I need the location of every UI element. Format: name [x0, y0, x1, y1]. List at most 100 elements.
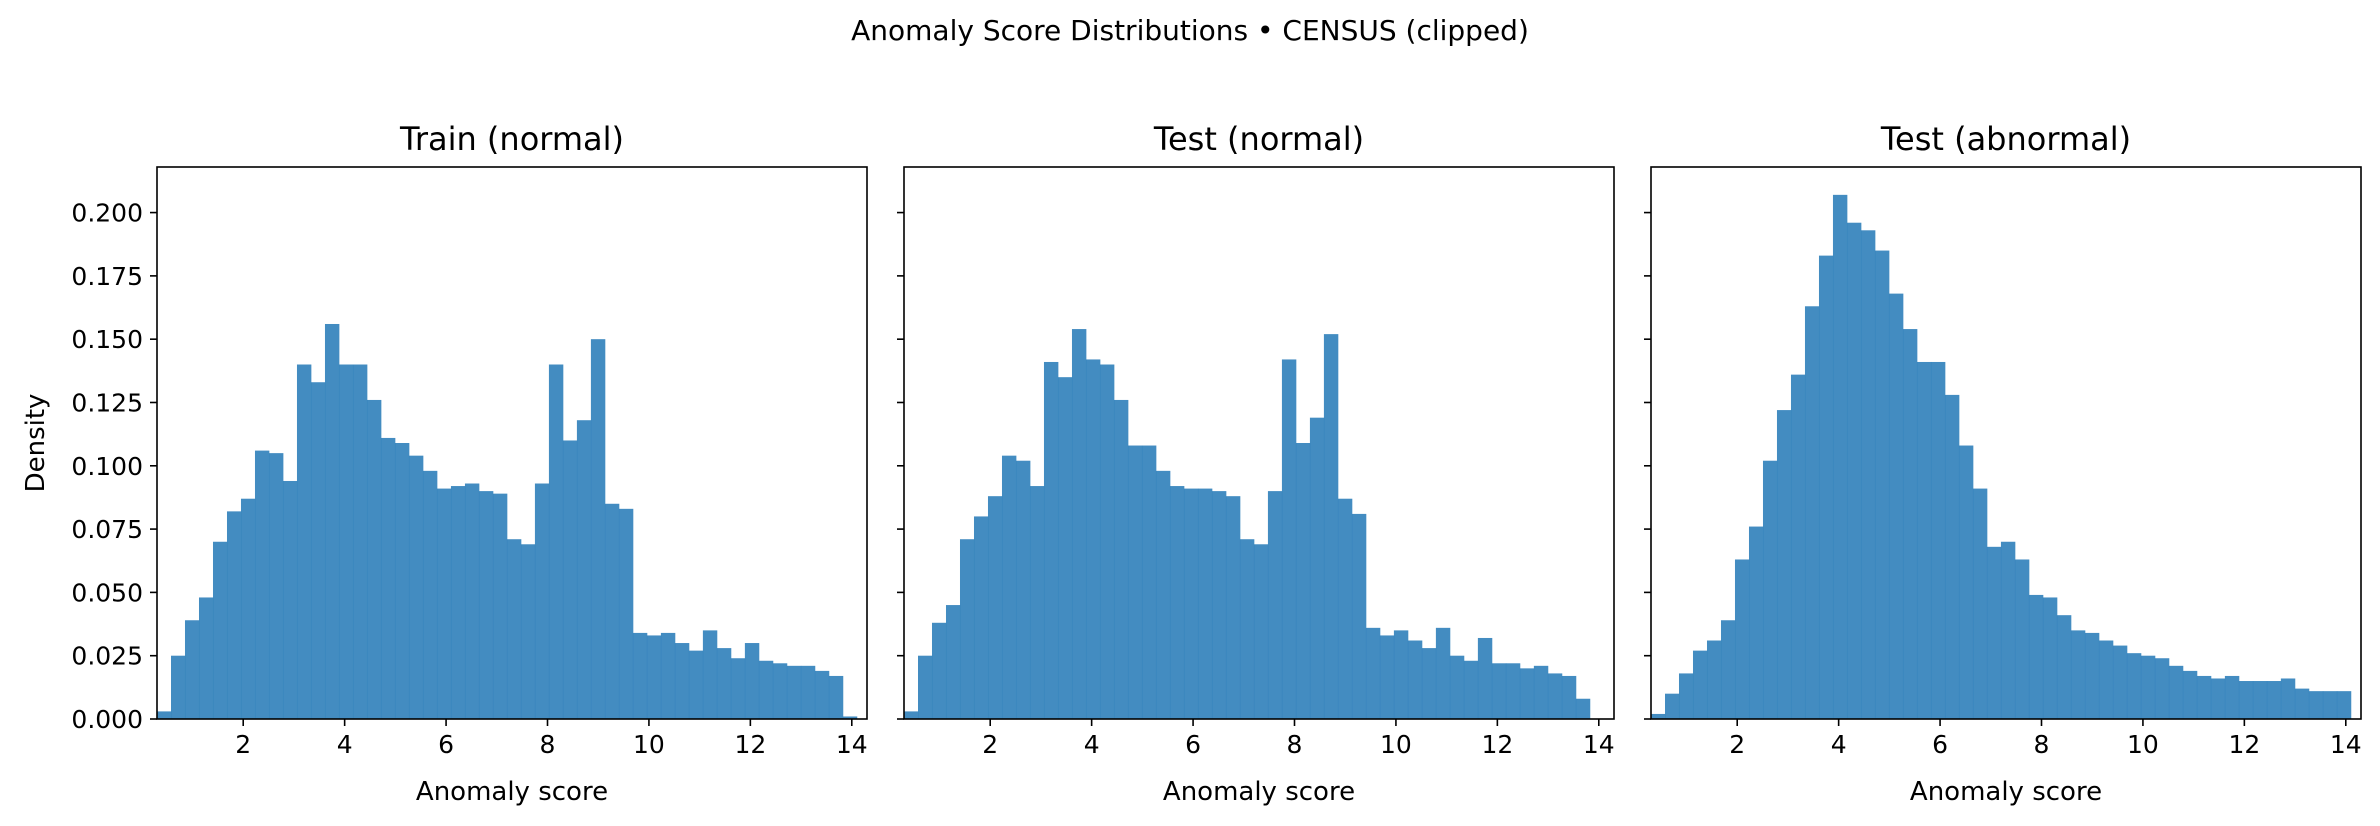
histogram-bar [814, 670, 830, 719]
histogram-bar [1958, 445, 1974, 719]
histogram-bar [2070, 630, 2086, 719]
histogram-bar [786, 665, 802, 719]
plot-frame [156, 166, 868, 720]
histogram-bar [1281, 359, 1297, 719]
histogram-bar [1776, 410, 1792, 719]
histogram-bar [1071, 329, 1087, 719]
histogram-bar [2182, 670, 2198, 719]
histogram-bar [1155, 470, 1171, 719]
y-tick-label: 0.075 [71, 515, 143, 544]
histogram-bar [1818, 255, 1834, 719]
histogram-bar [918, 655, 933, 719]
x-tick-label: 8 [2034, 730, 2050, 759]
histogram-bar [548, 364, 564, 719]
histogram-bar [1533, 665, 1549, 719]
x-tick-label: 6 [438, 730, 454, 759]
histogram-bar [436, 488, 452, 719]
histogram-bar [394, 443, 410, 719]
histogram-bar [1944, 394, 1960, 719]
x-tick-label: 12 [2228, 730, 2260, 759]
histogram-bar [2042, 597, 2058, 719]
histogram-bar [632, 632, 648, 719]
histogram-bar [324, 323, 340, 719]
y-tick-label: 0.025 [71, 642, 143, 671]
histogram-bar [1099, 364, 1115, 719]
histogram-bar [1239, 539, 1255, 719]
histogram-bar [2014, 559, 2030, 719]
x-axis-label: Anomaly score [416, 777, 608, 807]
histogram-bar [1651, 713, 1666, 719]
histogram-bar [520, 544, 536, 719]
histogram-bar [618, 508, 634, 719]
histogram-bar [1930, 361, 1946, 719]
histogram-bar [987, 496, 1003, 719]
histogram-bar [506, 539, 522, 719]
x-tick-label: 14 [1583, 730, 1615, 759]
histogram-bar [576, 420, 592, 719]
histogram-bar [2098, 640, 2114, 719]
histogram-bar [422, 470, 438, 719]
x-tick-label: 8 [540, 730, 556, 759]
histogram-bar [772, 663, 788, 719]
y-tick-label: 0.200 [71, 199, 143, 228]
histogram-bar [1734, 559, 1750, 719]
figure-suptitle: Anomaly Score Distributions • CENSUS (cl… [851, 14, 1529, 47]
histogram-bar [1449, 655, 1465, 719]
histogram-bar [464, 483, 480, 719]
histogram-bar [2112, 645, 2128, 719]
x-tick-label: 10 [2127, 730, 2159, 759]
histogram-bar [744, 643, 760, 719]
y-tick-label: 0.000 [71, 705, 143, 734]
histogram-bar [1267, 491, 1283, 719]
histogram-bar [1323, 334, 1339, 719]
histogram-bar [254, 450, 270, 719]
panel-test-abnormal: Test (abnormal) 2 4 6 8 10 12 14 Anomaly score [1644, 120, 2362, 807]
histogram-bar [1832, 194, 1848, 720]
plot-frame [903, 166, 1615, 720]
x-tick-label: 14 [2330, 730, 2362, 759]
histogram-bar [1665, 693, 1680, 719]
histogram-bar [1860, 230, 1876, 720]
histogram-bar [931, 622, 947, 719]
histogram-bar [282, 480, 298, 719]
histogram-bar [2238, 681, 2254, 719]
histogram-bar [1986, 546, 2002, 719]
histogram-bar [1169, 486, 1185, 719]
plot-frame [1650, 166, 2362, 720]
histogram-bar [660, 632, 676, 719]
histogram-bar [1519, 668, 1535, 719]
histogram-bar [296, 364, 312, 719]
axis-ticks: 2 4 6 8 10 12 14 [1644, 211, 2362, 759]
histogram-bar [492, 493, 508, 719]
histogram-bar [478, 491, 494, 719]
histogram-bar [2322, 691, 2338, 719]
y-tick-label: 0.125 [71, 388, 143, 417]
x-tick-label: 12 [1481, 730, 1513, 759]
y-tick-label: 0.100 [71, 452, 143, 481]
histogram-bar [730, 658, 746, 719]
histogram-bar [1491, 663, 1507, 719]
x-tick-label: 6 [1932, 730, 1948, 759]
panel-title: Test (abnormal) [1880, 120, 2131, 158]
histogram-bar [2000, 541, 2016, 719]
histogram-bar [2056, 615, 2072, 719]
x-tick-label: 4 [1084, 730, 1100, 759]
histogram-bar [2028, 594, 2044, 719]
histogram-bar [1057, 377, 1073, 719]
histogram-bar [2210, 678, 2226, 719]
histogram-bar [800, 665, 816, 719]
histogram-bar [1379, 635, 1395, 719]
histogram-bar [758, 660, 774, 719]
histogram-bar [2154, 658, 2170, 719]
histogram-bar [1141, 445, 1157, 719]
histogram-bar [1678, 673, 1694, 719]
histogram-bar [171, 655, 186, 719]
histogram-bar [646, 635, 662, 719]
histogram-bar [1309, 417, 1325, 719]
histogram-bar [1874, 250, 1890, 719]
histogram-bar [184, 620, 200, 719]
y-axis-label: Density [21, 394, 51, 493]
histogram-bar [1295, 443, 1311, 719]
histogram-bar [1337, 498, 1353, 719]
